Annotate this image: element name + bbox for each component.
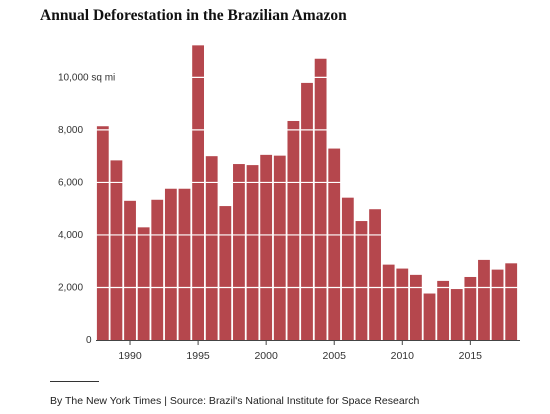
bar-2006 [341, 197, 354, 340]
bar-2003 [301, 82, 313, 340]
bar-2014 [450, 289, 463, 340]
gridlines [96, 76, 520, 289]
bar-2013 [437, 280, 450, 340]
bar-1989 [110, 160, 123, 340]
bar-1998 [233, 164, 245, 340]
bar-2005 [328, 148, 341, 340]
x-tick-label-1995: 1995 [186, 350, 210, 362]
y-tick-label-4000: 4,000 [58, 230, 83, 241]
bar-2012 [423, 293, 436, 340]
y-tick-labels: 0 2,000 4,000 6,000 8,000 10,000 sq mi [58, 72, 115, 346]
bar-2009 [382, 264, 395, 340]
x-tick-label-2000: 2000 [254, 350, 278, 362]
bar-2000 [260, 154, 273, 340]
bar-2011 [410, 274, 422, 340]
x-axis: 1990 1995 2000 2005 2010 2015 [96, 340, 520, 362]
bar-1999 [246, 165, 259, 340]
chart-title: Annual Deforestation in the Brazilian Am… [40, 7, 347, 24]
bar-2018 [505, 263, 518, 340]
bar-1994 [178, 188, 191, 340]
bar-2017 [491, 269, 504, 340]
y-tick-label-6000: 6,000 [58, 177, 83, 188]
bar-1997 [219, 206, 232, 340]
y-tick-label-0: 0 [86, 335, 92, 346]
bar-series [96, 45, 518, 341]
bar-2004 [314, 58, 327, 340]
bar-2008 [369, 209, 381, 340]
bar-1992 [151, 199, 164, 340]
bar-1996 [205, 156, 218, 340]
bar-1990 [124, 200, 136, 340]
x-tick-label-2005: 2005 [323, 350, 347, 362]
bar-2015 [464, 276, 477, 340]
footer-rule [50, 381, 99, 382]
bar-2001 [273, 155, 286, 340]
y-tick-label-8000: 8,000 [58, 125, 83, 136]
bar-1988 [96, 126, 109, 341]
x-tick-label-1990: 1990 [118, 350, 142, 362]
bar-1991 [137, 227, 150, 340]
bar-2002 [287, 120, 300, 340]
bar-2016 [478, 259, 490, 340]
y-tick-label-2000: 2,000 [58, 282, 83, 293]
bar-2007 [355, 221, 368, 340]
y-tick-label-10000: 10,000 sq mi [58, 72, 115, 83]
x-tick-label-2010: 2010 [391, 350, 415, 362]
source-credit: By The New York Times | Source: Brazil's… [50, 395, 420, 407]
bar-1995 [192, 45, 204, 340]
bar-2010 [396, 268, 409, 340]
bar-1993 [164, 188, 177, 340]
x-tick-label-2015: 2015 [459, 350, 483, 362]
